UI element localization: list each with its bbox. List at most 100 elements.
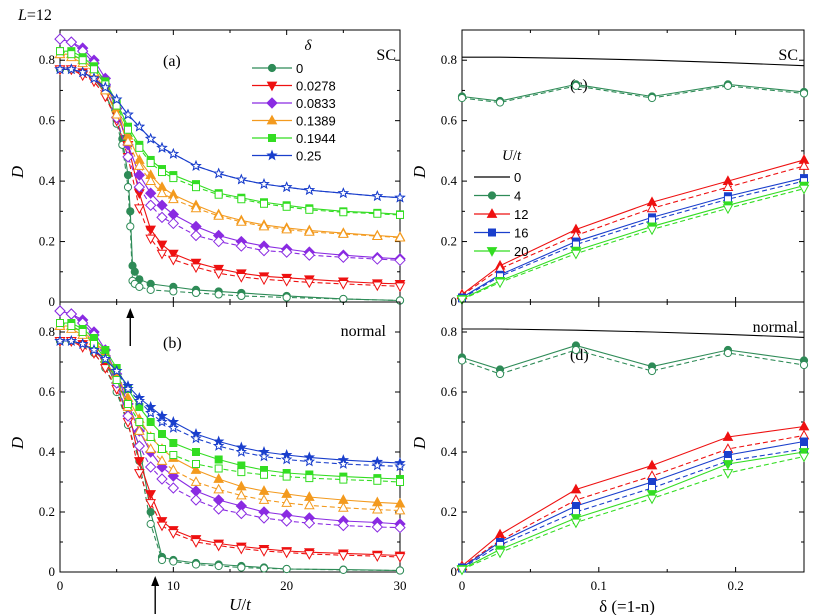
- series-line-open: [59, 322, 401, 483]
- data-point-open: [122, 135, 134, 146]
- series-line-solid: [461, 451, 805, 570]
- legend-marker: [266, 149, 278, 161]
- data-point-open: [192, 183, 200, 192]
- figure-label-L: L: [17, 7, 27, 24]
- series-line-open: [461, 180, 805, 299]
- series-line-solid: [462, 56, 805, 67]
- data-point-open: [799, 89, 809, 98]
- data-point-open: [339, 475, 348, 484]
- data-point-open: [145, 234, 157, 245]
- data-point-open: [214, 190, 223, 199]
- data-point-open: [191, 288, 201, 298]
- series-0.1944: [56, 47, 404, 219]
- legend-label: 0.0833: [296, 96, 336, 111]
- data-point-open: [305, 474, 314, 483]
- figure-label: L=12: [17, 7, 52, 24]
- y-tick-label: 0.4: [441, 444, 458, 459]
- data-point-open: [122, 410, 134, 422]
- data-point-open: [235, 489, 247, 500]
- series-line-solid: [461, 440, 805, 568]
- series-0: [462, 328, 805, 338]
- data-point-open: [56, 319, 64, 327]
- series-20: [456, 448, 810, 576]
- data-point-open: [371, 459, 384, 471]
- data-point-open: [54, 63, 66, 75]
- data-point-open: [282, 472, 291, 481]
- data-point-open: [76, 338, 89, 349]
- data-point-open: [371, 230, 383, 241]
- data-point-open: [122, 151, 134, 163]
- data-point-open: [122, 108, 134, 120]
- y-tick-label: 0.2: [39, 234, 55, 249]
- svg-text:L=12: L=12: [17, 7, 52, 24]
- series-line-open: [59, 310, 401, 529]
- data-point-open: [133, 204, 145, 215]
- data-point-open: [156, 141, 168, 153]
- data-point-solid: [156, 240, 168, 251]
- data-point-open: [192, 460, 200, 468]
- x-tick-label: 0.1: [591, 578, 607, 593]
- data-point-open: [135, 418, 144, 426]
- data-point-open: [723, 348, 733, 358]
- data-point-open: [65, 63, 78, 75]
- panels-group: 00.20.40.60.8D(a) SCδ00.02780.08330.13890…: [8, 29, 810, 615]
- data-point-open: [371, 281, 383, 292]
- y-axis-label: D: [410, 436, 429, 450]
- series-line-open: [60, 68, 401, 302]
- data-point-open: [494, 548, 506, 559]
- data-point-open: [258, 244, 270, 257]
- data-point-open: [237, 468, 246, 477]
- data-point-open: [571, 345, 581, 355]
- data-point-open: [111, 108, 123, 119]
- panel-a-frame: [59, 29, 401, 303]
- data-point-open: [281, 276, 293, 287]
- data-point-solid: [123, 170, 133, 180]
- transition-arrow-head: [151, 576, 160, 586]
- legend-label: 16: [514, 226, 528, 241]
- legend-label: 0.0278: [296, 79, 336, 94]
- series-4: [457, 80, 809, 107]
- legend-title: δ: [305, 38, 313, 54]
- y-tick-label: 0.6: [39, 384, 56, 399]
- x-tick-label: 10: [167, 578, 180, 593]
- data-point-open: [144, 461, 157, 473]
- panel-tag: normal: [341, 323, 387, 340]
- data-point-open: [280, 515, 293, 527]
- series-line-open: [60, 340, 401, 572]
- data-point-open: [78, 56, 87, 65]
- data-point-open: [167, 217, 180, 230]
- data-point-open: [156, 211, 168, 224]
- panel-label: (b): [163, 335, 182, 352]
- data-point-open: [146, 433, 155, 441]
- data-point-open: [494, 278, 506, 289]
- data-point-open: [495, 98, 505, 107]
- data-point-open: [145, 443, 157, 453]
- data-point-open: [235, 240, 248, 252]
- legend-label: 12: [514, 207, 528, 222]
- data-point-open: [371, 253, 384, 265]
- data-point-open: [124, 400, 132, 408]
- data-point-open: [282, 564, 291, 574]
- data-point-open: [191, 560, 201, 569]
- data-point-open: [723, 81, 733, 91]
- data-point-open: [303, 249, 316, 261]
- data-point-open: [237, 195, 246, 204]
- legend-marker: [267, 63, 277, 73]
- data-point-solid: [145, 225, 157, 236]
- data-point-open: [99, 81, 112, 93]
- data-point-solid: [722, 431, 734, 441]
- data-point-solid: [722, 460, 734, 470]
- data-point-open: [135, 143, 144, 152]
- data-point-open: [258, 178, 270, 189]
- data-point-open: [133, 120, 146, 132]
- data-point-open: [190, 202, 202, 213]
- data-point-open: [190, 494, 202, 506]
- data-point-open: [190, 432, 202, 444]
- data-point-open: [213, 483, 225, 494]
- data-point-open: [235, 216, 247, 226]
- data-point-open: [337, 519, 350, 532]
- data-point-open: [235, 273, 247, 283]
- data-point-solid: [126, 207, 135, 216]
- y-axis-label: D: [8, 436, 27, 450]
- data-point-open: [258, 220, 270, 231]
